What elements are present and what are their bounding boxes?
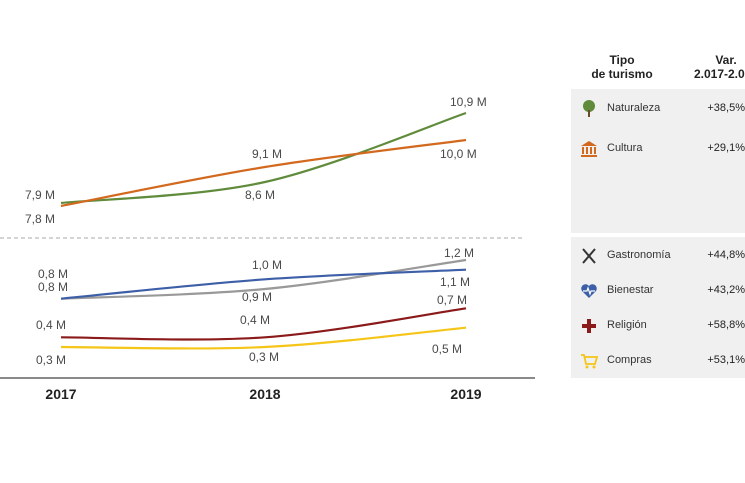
legend-row-bienestar: Bienestar +43,2% bbox=[571, 281, 745, 301]
legend-row-religion: Religión +58,8% bbox=[571, 316, 745, 336]
data-label-bienestar-2018: 1,0 M bbox=[252, 258, 282, 272]
data-label-cultura-2018: 9,1 M bbox=[252, 147, 282, 161]
data-label-naturaleza-2018: 8,6 M bbox=[245, 188, 275, 202]
series-lines bbox=[60, 111, 467, 350]
data-label-gastronomia-2017: 0,8 M bbox=[38, 280, 68, 294]
series-line-compras bbox=[60, 326, 467, 350]
legend-row-gastronomia: Gastronomía +44,8% bbox=[571, 246, 745, 266]
legend-variation: +38,5% bbox=[707, 102, 745, 114]
cart-icon bbox=[579, 351, 599, 371]
legend-name: Religión bbox=[607, 319, 647, 331]
legend-name: Naturaleza bbox=[607, 102, 661, 114]
data-label-naturaleza-2017: 7,9 M bbox=[25, 188, 55, 202]
x-tick-2018: 2018 bbox=[249, 386, 280, 402]
legend-row-naturaleza: Naturaleza +38,5% bbox=[571, 99, 745, 119]
legend-variation: +43,2% bbox=[707, 284, 745, 296]
data-label-religion-2018: 0,4 M bbox=[240, 313, 270, 327]
legend-variation: +44,8% bbox=[707, 249, 745, 261]
data-label-compras-2018: 0,3 M bbox=[249, 350, 279, 364]
data-label-bienestar-2017: 0,8 M bbox=[38, 267, 68, 281]
cutlery-icon bbox=[579, 246, 599, 266]
data-labels: 7,9 M 8,6 M 10,9 M 7,8 M 9,1 M 10,0 M 0,8 M 0,9… bbox=[25, 95, 487, 367]
legend-panel-bottom bbox=[571, 237, 745, 378]
series-line-naturaleza bbox=[60, 111, 467, 205]
legend-name: Compras bbox=[607, 354, 652, 366]
series-line-religion bbox=[60, 307, 467, 341]
cross-icon bbox=[579, 316, 599, 336]
data-label-cultura-2017: 7,8 M bbox=[25, 212, 55, 226]
data-label-compras-2017: 0,3 M bbox=[36, 353, 66, 367]
legend-name: Bienestar bbox=[607, 284, 654, 296]
x-tick-2019: 2019 bbox=[450, 386, 481, 402]
legend-variation: +29,1% bbox=[707, 142, 745, 154]
series-line-bienestar bbox=[60, 268, 467, 300]
data-label-gastronomia-2018: 0,9 M bbox=[242, 290, 272, 304]
heart-pulse-icon bbox=[579, 281, 599, 301]
legend-variation: +53,1% bbox=[707, 354, 745, 366]
legend-panel-top bbox=[571, 89, 745, 233]
x-tick-2017: 2017 bbox=[45, 386, 76, 402]
legend-name: Gastronomía bbox=[607, 249, 671, 261]
header-variacion: Var.2.017-2.019 bbox=[693, 53, 745, 81]
data-label-religion-2017: 0,4 M bbox=[36, 318, 66, 332]
data-label-compras-2019: 0,5 M bbox=[432, 342, 462, 356]
legend-row-cultura: Cultura +29,1% bbox=[571, 139, 745, 159]
legend-name: Cultura bbox=[607, 142, 643, 154]
tree-icon bbox=[579, 99, 599, 119]
series-line-cultura bbox=[60, 138, 467, 208]
x-tick-labels: 2017 2018 2019 bbox=[45, 386, 481, 402]
legend-variation: +58,8% bbox=[707, 319, 745, 331]
legend-row-compras: Compras +53,1% bbox=[571, 351, 745, 371]
data-label-gastronomia-2019: 1,2 M bbox=[444, 246, 474, 260]
data-label-naturaleza-2019: 10,9 M bbox=[450, 95, 487, 109]
data-label-bienestar-2019: 1,1 M bbox=[440, 275, 470, 289]
series-line-gastronomia bbox=[60, 258, 467, 300]
data-label-cultura-2019: 10,0 M bbox=[440, 147, 477, 161]
monument-icon bbox=[579, 139, 599, 159]
data-label-religion-2019: 0,7 M bbox=[437, 293, 467, 307]
header-tipo-turismo: Tipo de turismo bbox=[591, 53, 653, 81]
